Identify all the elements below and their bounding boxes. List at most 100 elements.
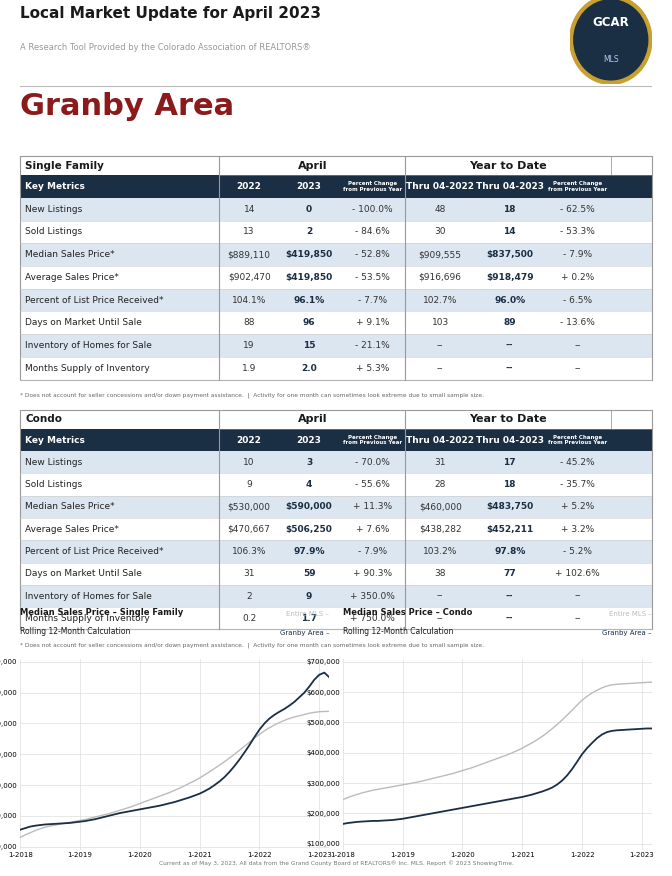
Text: --: --	[506, 614, 513, 623]
Bar	[219, 410, 405, 429]
Bar	[20, 429, 652, 451]
Bar	[20, 334, 652, 357]
Text: 4: 4	[306, 480, 312, 489]
Text: 88: 88	[243, 318, 255, 328]
Text: + 5.2%: + 5.2%	[561, 503, 594, 512]
Text: Days on Market Until Sale: Days on Market Until Sale	[26, 569, 142, 578]
Text: - 52.8%: - 52.8%	[355, 251, 390, 259]
Text: Entire MLS –: Entire MLS –	[286, 611, 329, 617]
Text: - 7.9%: - 7.9%	[563, 251, 592, 259]
Text: 89: 89	[503, 318, 516, 328]
Text: --: --	[575, 591, 581, 601]
Text: Percent Change
from Previous Year: Percent Change from Previous Year	[343, 434, 402, 445]
Text: 97.8%: 97.8%	[494, 547, 526, 556]
Text: Average Sales Price*: Average Sales Price*	[26, 273, 119, 282]
Text: 14: 14	[243, 205, 255, 214]
Text: 13: 13	[243, 228, 255, 237]
Text: $460,000: $460,000	[419, 503, 462, 512]
Text: Key Metrics: Key Metrics	[26, 182, 85, 191]
Text: - 62.5%: - 62.5%	[560, 205, 595, 214]
Bar	[20, 518, 652, 540]
Text: 9: 9	[306, 591, 312, 601]
Text: --: --	[575, 614, 581, 623]
Text: $837,500: $837,500	[487, 251, 533, 259]
Text: Rolling 12-Month Calculation: Rolling 12-Month Calculation	[20, 627, 130, 636]
Text: $470,667: $470,667	[228, 525, 271, 533]
Text: + 90.3%: + 90.3%	[353, 569, 392, 578]
Text: 103: 103	[431, 318, 449, 328]
Text: + 350.0%: + 350.0%	[350, 591, 394, 601]
Text: Inventory of Homes for Sale: Inventory of Homes for Sale	[26, 341, 152, 350]
Text: 15: 15	[303, 341, 315, 350]
Text: 2022: 2022	[237, 182, 261, 191]
Bar	[20, 198, 652, 221]
Text: 2022: 2022	[237, 435, 261, 444]
Text: Median Sales Price*: Median Sales Price*	[26, 251, 115, 259]
Text: Months Supply of Inventory: Months Supply of Inventory	[26, 614, 150, 623]
Text: + 3.2%: + 3.2%	[561, 525, 594, 533]
Text: 19: 19	[243, 341, 255, 350]
Text: 59: 59	[303, 569, 315, 578]
Text: New Listings: New Listings	[26, 458, 83, 467]
Text: 30: 30	[435, 228, 446, 237]
Text: * Does not account for seller concessions and/or down payment assistance.  |  Ac: * Does not account for seller concession…	[20, 642, 484, 647]
Text: 2023: 2023	[297, 182, 322, 191]
Text: 77: 77	[503, 569, 516, 578]
Text: $909,555: $909,555	[419, 251, 462, 259]
Text: + 5.3%: + 5.3%	[355, 364, 389, 373]
Text: $506,250: $506,250	[286, 525, 333, 533]
Text: 0.2: 0.2	[242, 614, 256, 623]
Text: --: --	[437, 364, 444, 373]
Text: April: April	[298, 414, 327, 425]
Text: $916,696: $916,696	[419, 273, 462, 282]
Text: 18: 18	[503, 480, 516, 489]
Text: Thru 04-2023: Thru 04-2023	[476, 182, 544, 191]
Text: 2: 2	[306, 228, 312, 237]
Text: New Listings: New Listings	[26, 205, 83, 214]
Text: Current as of May 3, 2023. All data from the Grand County Board of REALTORS® Inc: Current as of May 3, 2023. All data from…	[159, 860, 513, 865]
Text: Single Family: Single Family	[26, 160, 104, 171]
Text: - 70.0%: - 70.0%	[355, 458, 390, 467]
Text: 106.3%: 106.3%	[232, 547, 266, 556]
Bar	[20, 607, 652, 630]
Bar	[20, 221, 652, 244]
Text: Percent Change
from Previous Year: Percent Change from Previous Year	[548, 434, 607, 445]
Text: Percent of List Price Received*: Percent of List Price Received*	[26, 295, 164, 305]
Text: Average Sales Price*: Average Sales Price*	[26, 525, 119, 533]
Bar	[20, 540, 652, 562]
Text: 103.2%: 103.2%	[423, 547, 458, 556]
Text: $889,110: $889,110	[228, 251, 271, 259]
Bar	[20, 312, 652, 334]
Text: Entire MLS –: Entire MLS –	[609, 611, 652, 617]
Text: - 13.6%: - 13.6%	[560, 318, 595, 328]
Text: Thru 04-2022: Thru 04-2022	[407, 182, 474, 191]
Text: + 7.6%: + 7.6%	[355, 525, 389, 533]
Text: 31: 31	[435, 458, 446, 467]
Text: Sold Listings: Sold Listings	[26, 480, 83, 489]
Bar	[20, 451, 652, 473]
Text: - 55.6%: - 55.6%	[355, 480, 390, 489]
Text: --: --	[506, 341, 513, 350]
Text: - 53.5%: - 53.5%	[355, 273, 390, 282]
Text: 1.9: 1.9	[242, 364, 256, 373]
Text: Median Sales Price – Single Family: Median Sales Price – Single Family	[20, 608, 183, 617]
Text: 96.0%: 96.0%	[494, 295, 526, 305]
Text: Year to Date: Year to Date	[469, 160, 547, 171]
Text: 38: 38	[435, 569, 446, 578]
Text: 96: 96	[303, 318, 315, 328]
Text: + 9.1%: + 9.1%	[355, 318, 389, 328]
Text: Rolling 12-Month Calculation: Rolling 12-Month Calculation	[343, 627, 453, 636]
Text: $438,282: $438,282	[419, 525, 462, 533]
Bar	[219, 156, 405, 175]
Text: + 102.6%: + 102.6%	[555, 569, 600, 578]
Bar	[20, 585, 652, 607]
Text: 0: 0	[306, 205, 312, 214]
Text: 2.0: 2.0	[301, 364, 317, 373]
Text: $902,470: $902,470	[228, 273, 271, 282]
Text: Granby Area –: Granby Area –	[280, 630, 329, 636]
Text: Percent Change
from Previous Year: Percent Change from Previous Year	[548, 181, 607, 192]
Text: 97.9%: 97.9%	[294, 547, 325, 556]
Text: Months Supply of Inventory: Months Supply of Inventory	[26, 364, 150, 373]
Bar	[20, 175, 652, 198]
Text: A Research Tool Provided by the Colorado Association of REALTORS®: A Research Tool Provided by the Colorado…	[20, 43, 310, 52]
